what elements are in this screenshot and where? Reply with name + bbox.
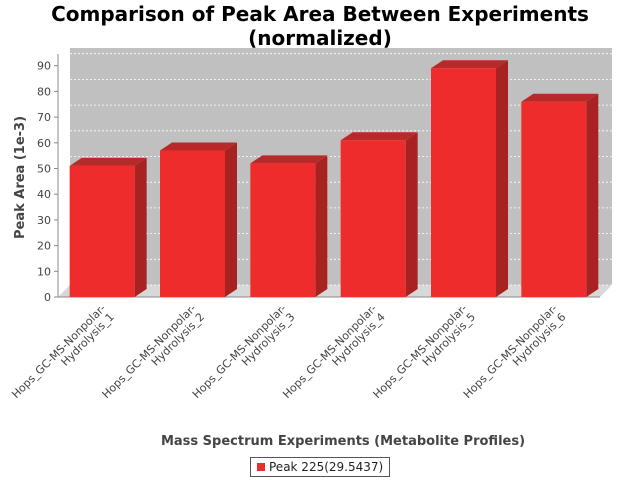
y-tick-label: 0 — [44, 291, 51, 304]
x-tick-label-line: Hops_GC-MS-Nonpolar- — [9, 302, 108, 401]
bar-2 — [160, 142, 237, 297]
y-tick-label: 70 — [37, 111, 51, 124]
y-tick-label: 10 — [37, 265, 51, 278]
y-tick-label: 90 — [37, 60, 51, 73]
bar-top — [69, 157, 147, 166]
bar-top — [431, 60, 508, 69]
x-tick-label: Hops_GC-MS-Nonpolar-Hydrolysis_6 — [461, 302, 569, 410]
bar-front — [69, 165, 135, 297]
bar-front — [340, 140, 406, 297]
bar-1 — [69, 157, 147, 297]
legend-label: Peak 225(29.5437) — [269, 460, 384, 474]
y-tick-label: 30 — [37, 214, 51, 227]
bar-front — [521, 101, 587, 297]
bar-4 — [340, 132, 418, 297]
bar-top — [340, 132, 418, 141]
bar-6 — [521, 93, 599, 297]
x-tick-label-line: Hops_GC-MS-Nonpolar- — [100, 302, 199, 401]
bar-front — [160, 150, 225, 297]
bar-side — [315, 155, 328, 297]
bar-front — [250, 163, 316, 297]
bar-side — [405, 132, 418, 297]
bar-side — [586, 93, 599, 297]
x-tick-label-line: Hops_GC-MS-Nonpolar- — [190, 302, 289, 401]
bar-top — [250, 155, 328, 164]
y-tick-label: 50 — [37, 163, 51, 176]
bar-side — [496, 60, 508, 297]
bar-top — [160, 142, 237, 151]
bar-side — [134, 157, 147, 297]
chart-title: Comparison of Peak Area Between Experime… — [0, 2, 640, 50]
y-tick-label: 60 — [37, 137, 51, 150]
chart-title-line1: Comparison of Peak Area Between Experime… — [51, 2, 589, 26]
bar-front — [431, 68, 496, 297]
x-tick-label-line: Hops_GC-MS-Nonpolar- — [371, 302, 470, 401]
bar-side — [225, 142, 237, 297]
y-tick-label: 20 — [37, 240, 51, 253]
y-tick-label: 40 — [37, 188, 51, 201]
chart-legend: Peak 225(29.5437) — [250, 457, 391, 477]
x-tick-label-line: Hops_GC-MS-Nonpolar- — [461, 302, 560, 401]
bar-top — [521, 93, 599, 102]
y-axis-label: Peak Area (1e-3) — [13, 116, 28, 239]
bar-5 — [431, 60, 508, 297]
bar-3 — [250, 155, 328, 297]
y-tick-label: 80 — [37, 85, 51, 98]
chart-title-line2: (normalized) — [248, 26, 392, 50]
legend-swatch — [257, 463, 265, 471]
x-tick-label-line: Hops_GC-MS-Nonpolar- — [280, 302, 379, 401]
x-axis-label: Mass Spectrum Experiments (Metabolite Pr… — [161, 434, 525, 449]
